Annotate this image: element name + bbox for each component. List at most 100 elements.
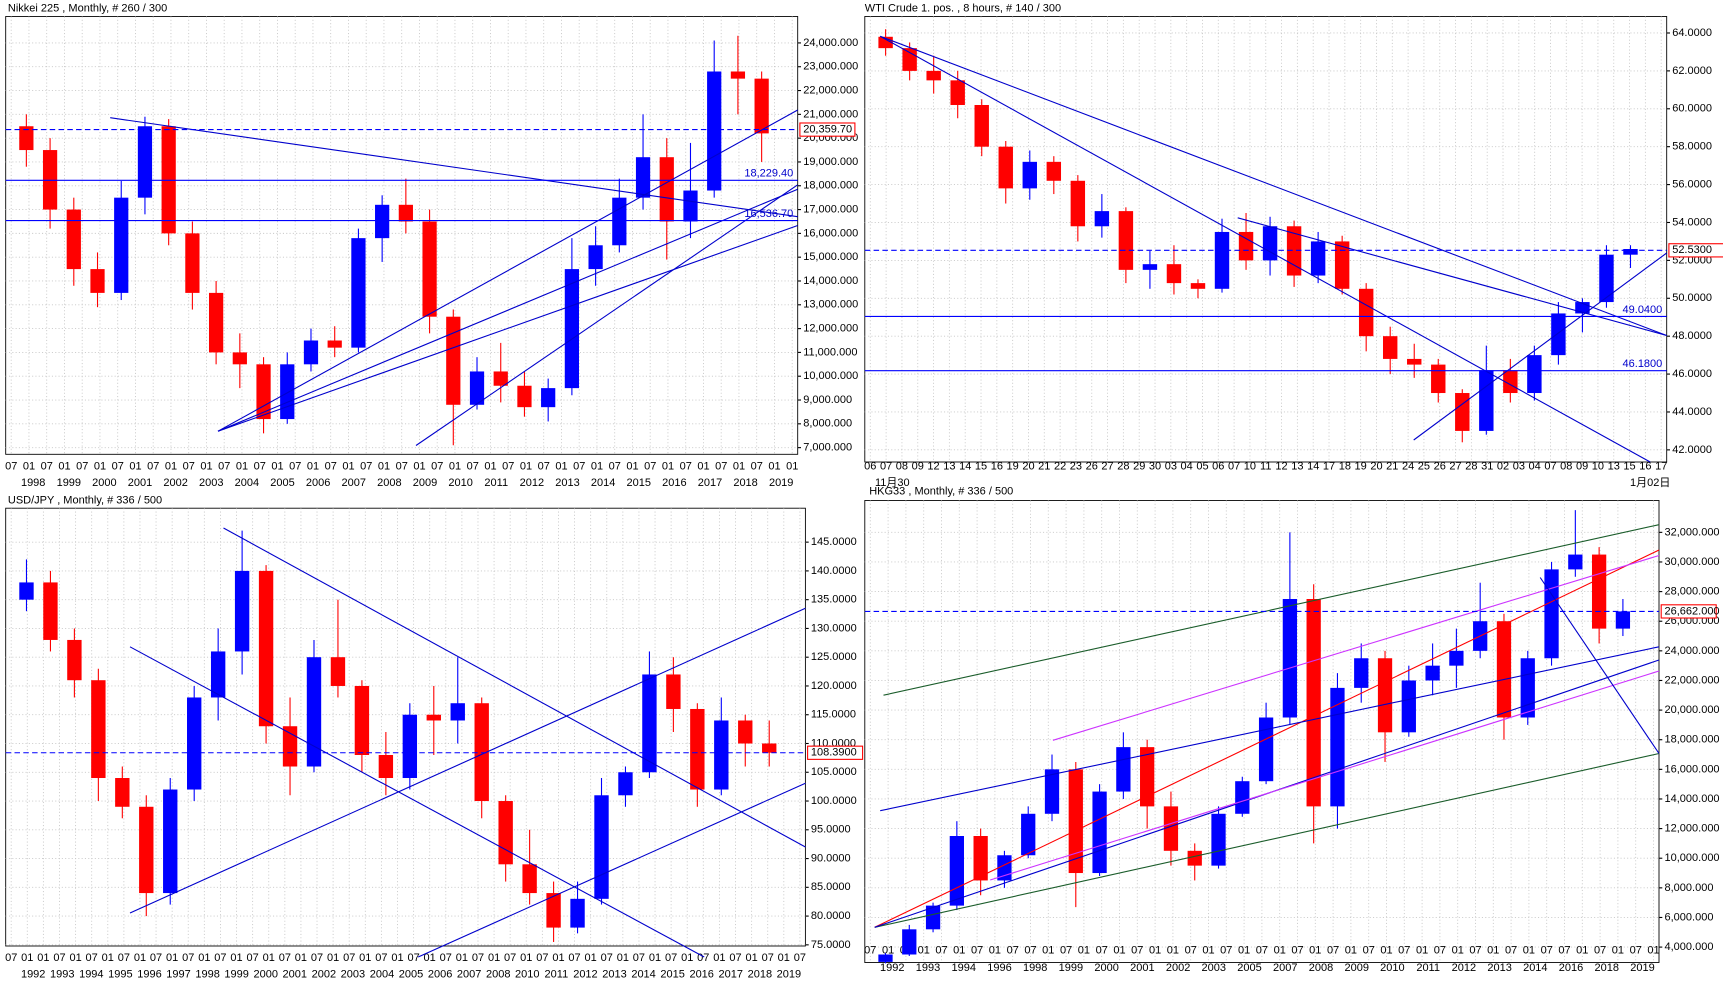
candle-body bbox=[210, 651, 226, 698]
x-year-label: 2011 bbox=[484, 477, 508, 489]
candle-body bbox=[1551, 313, 1566, 356]
y-tick-label: 6,000.000 bbox=[1665, 911, 1714, 923]
candle-body bbox=[878, 36, 893, 49]
candle-body bbox=[1425, 665, 1440, 681]
candle-body bbox=[115, 778, 130, 807]
x-tick-label: 01 bbox=[488, 952, 500, 964]
level-label-box bbox=[799, 122, 856, 137]
x-year-label: 2000 bbox=[253, 969, 277, 981]
candle-body bbox=[1214, 231, 1230, 289]
x-year-label: 2017 bbox=[698, 477, 722, 489]
x-year-label: 2005 bbox=[1237, 962, 1261, 974]
x-year-label: 2000 bbox=[1094, 962, 1118, 974]
x-tick-label: 01 bbox=[449, 460, 461, 472]
y-tick-label: 62.0000 bbox=[1672, 65, 1712, 77]
x-tick-label: 01 bbox=[1149, 944, 1161, 956]
x-tick-label: 10 bbox=[1592, 460, 1604, 472]
y-tick-label: 130.0000 bbox=[811, 622, 857, 634]
x-tick-label: 31 bbox=[1481, 460, 1493, 472]
level-label: 20,359.70 bbox=[803, 123, 852, 135]
candle-body bbox=[1258, 717, 1274, 782]
x-tick-label: 16 bbox=[991, 460, 1003, 472]
candle-body bbox=[375, 204, 390, 239]
x-tick-label: 09 bbox=[912, 460, 924, 472]
candle-body bbox=[949, 836, 964, 906]
x-tick-label: 09 bbox=[1576, 460, 1588, 472]
x-year-label: 2019 bbox=[1630, 962, 1654, 974]
x-year-label: 2007 bbox=[342, 477, 366, 489]
x-tick-label: 07 bbox=[665, 952, 677, 964]
x-tick-label: 26 bbox=[1434, 460, 1446, 472]
x-tick-label: 07 bbox=[147, 460, 159, 472]
x-tick-label: 07 bbox=[1541, 944, 1553, 956]
x-year-label: 2010 bbox=[515, 969, 539, 981]
candle-body bbox=[588, 245, 603, 270]
x-tick-label: 07 bbox=[971, 944, 983, 956]
candle-body bbox=[1116, 747, 1131, 792]
candle-body bbox=[306, 657, 322, 767]
candle-body bbox=[635, 157, 651, 198]
y-tick-label: 20,000.000 bbox=[1665, 704, 1720, 716]
y-tick-label: 32,000.000 bbox=[1665, 526, 1720, 538]
x-year-label: 2010 bbox=[1380, 962, 1404, 974]
x-tick-label: 07 bbox=[375, 952, 387, 964]
x-tick-label: 01 bbox=[1487, 944, 1499, 956]
x-tick-label: 25 bbox=[1418, 460, 1430, 472]
candle-body bbox=[282, 726, 298, 767]
x-tick-label: 01 bbox=[1612, 944, 1624, 956]
x-tick-label: 02 bbox=[1497, 460, 1509, 472]
trend-line bbox=[415, 184, 799, 446]
candle-body bbox=[91, 680, 106, 779]
y-tick-label: 8,000.000 bbox=[803, 418, 852, 430]
candle-body bbox=[1599, 254, 1614, 303]
x-year-label: 2014 bbox=[631, 969, 655, 981]
candle-body bbox=[19, 582, 34, 600]
x-tick-label: 08 bbox=[1560, 460, 1572, 472]
y-tick-label: 42.0000 bbox=[1672, 444, 1712, 456]
x-tick-label: 03 bbox=[1165, 460, 1177, 472]
y-tick-label: 85.0000 bbox=[811, 881, 851, 893]
y-tick-label: 140.0000 bbox=[811, 565, 857, 577]
x-tick-label: 07 bbox=[609, 460, 621, 472]
x-year-label: 2015 bbox=[660, 969, 684, 981]
x-tick-label: 07 bbox=[214, 952, 226, 964]
x-tick-label: 01 bbox=[1274, 944, 1286, 956]
candle-body bbox=[594, 795, 609, 899]
x-tick-label: 07 bbox=[325, 460, 337, 472]
x-tick-label: 01 bbox=[129, 460, 141, 472]
x-tick-label: 20 bbox=[1022, 460, 1034, 472]
candle-body bbox=[185, 233, 200, 293]
candle-body bbox=[754, 78, 769, 134]
level-label: 18,229.40 bbox=[744, 168, 793, 180]
x-tick-label: 26 bbox=[1086, 460, 1098, 472]
trend-line bbox=[1539, 577, 1660, 754]
candle-body bbox=[90, 269, 105, 293]
trend-line bbox=[990, 670, 1660, 881]
y-tick-label: 16,000.000 bbox=[803, 227, 858, 239]
x-tick-label: 01 bbox=[520, 952, 532, 964]
x-tick-label: 07 bbox=[1505, 944, 1517, 956]
x-tick-label: 01 bbox=[662, 460, 674, 472]
x-year-label: 2018 bbox=[733, 477, 757, 489]
candle-body bbox=[541, 388, 556, 408]
x-tick-label: 07 bbox=[431, 460, 443, 472]
x-tick-label: 01 bbox=[37, 952, 49, 964]
candle-body bbox=[1306, 599, 1321, 807]
candle-body bbox=[1142, 264, 1158, 270]
candle-body bbox=[1568, 554, 1583, 570]
x-tick-label: 07 bbox=[182, 952, 194, 964]
x-tick-label: 07 bbox=[1256, 944, 1268, 956]
x-tick-label: 01 bbox=[552, 952, 564, 964]
x-year-label: 2004 bbox=[235, 477, 259, 489]
x-year-label: 2008 bbox=[1309, 962, 1333, 974]
y-tick-label: 75.0000 bbox=[811, 939, 851, 951]
x-tick-label: 01 bbox=[342, 460, 354, 472]
candle-body bbox=[1503, 370, 1518, 394]
x-tick-label: 01 bbox=[307, 460, 319, 472]
candle-body bbox=[738, 720, 753, 744]
x-tick-label: 07 bbox=[1185, 944, 1197, 956]
x-tick-label: 18 bbox=[1339, 460, 1351, 472]
x-tick-label: 14 bbox=[959, 460, 971, 472]
candle-body bbox=[1431, 364, 1446, 394]
candle-body bbox=[974, 104, 989, 147]
